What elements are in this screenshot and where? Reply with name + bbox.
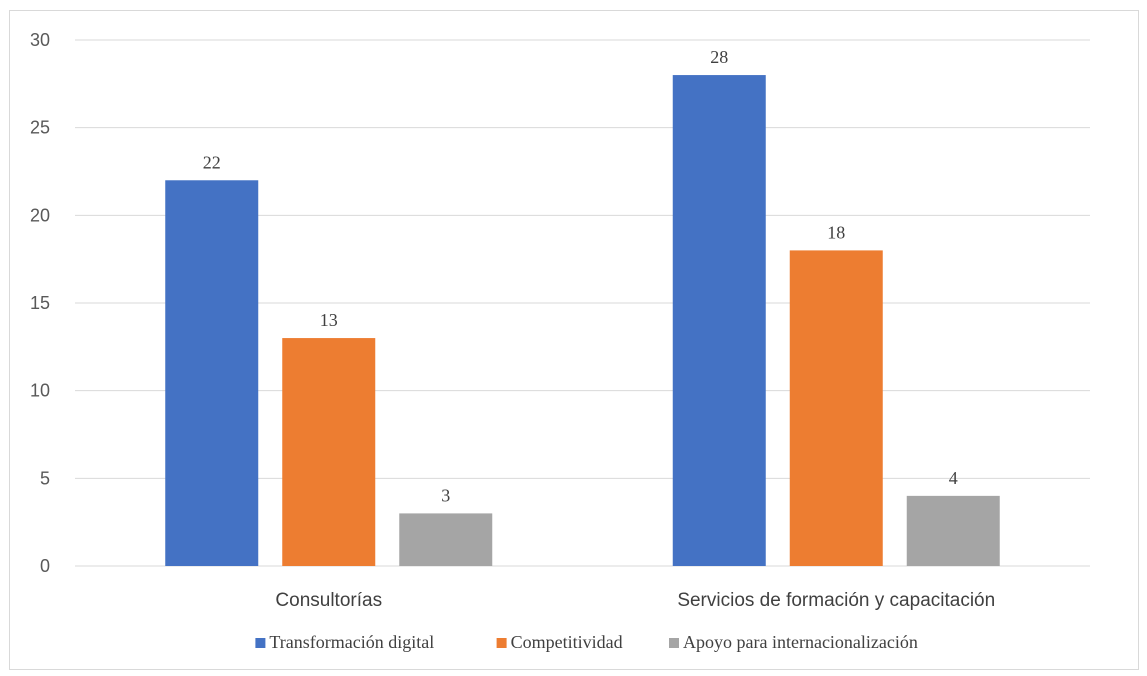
legend-swatch (669, 638, 679, 648)
legend-label: Competitividad (511, 632, 623, 652)
data-label: 3 (441, 485, 450, 505)
x-axis-categories: Consultorías Servicios de formación y cap… (275, 590, 995, 611)
data-label: 13 (320, 310, 338, 330)
bar-2-2 (789, 250, 883, 566)
bars (165, 75, 1000, 567)
legend-swatch (496, 638, 507, 648)
legend-label: Apoyo para internacionalización (683, 632, 918, 652)
category-label: Consultorías (275, 590, 382, 611)
y-tick-label: 0 (40, 556, 50, 576)
y-tick-label: 10 (30, 381, 50, 401)
data-label: 22 (203, 152, 221, 172)
bar-1-2 (282, 338, 376, 566)
y-tick-label: 20 (30, 205, 50, 225)
legend-item: Apoyo para internacionalización (669, 632, 918, 652)
y-tick-label: 15 (30, 293, 50, 313)
y-tick-label: 25 (30, 118, 50, 138)
legend-swatch (255, 638, 266, 648)
legend-label: Transformación digital (269, 632, 434, 652)
data-labels: 22 13 3 28 18 4 (203, 47, 958, 505)
legend-item: Transformación digital (255, 632, 434, 652)
bar-1-3 (399, 513, 493, 566)
bar-1-1 (165, 180, 259, 566)
data-label: 18 (827, 222, 845, 242)
bar-2-1 (672, 75, 766, 567)
legend: Transformación digital Competitividad Apoy… (255, 632, 918, 652)
y-tick-label: 5 (40, 468, 50, 488)
category-label: Servicios de formación y capacitación (677, 590, 995, 611)
bar-2-3 (906, 495, 1000, 566)
y-axis-ticks: 0 5 10 15 20 25 30 (30, 30, 50, 576)
legend-item: Competitividad (496, 632, 623, 652)
y-tick-label: 30 (30, 30, 50, 50)
data-label: 28 (710, 47, 728, 67)
data-label: 4 (949, 468, 958, 488)
